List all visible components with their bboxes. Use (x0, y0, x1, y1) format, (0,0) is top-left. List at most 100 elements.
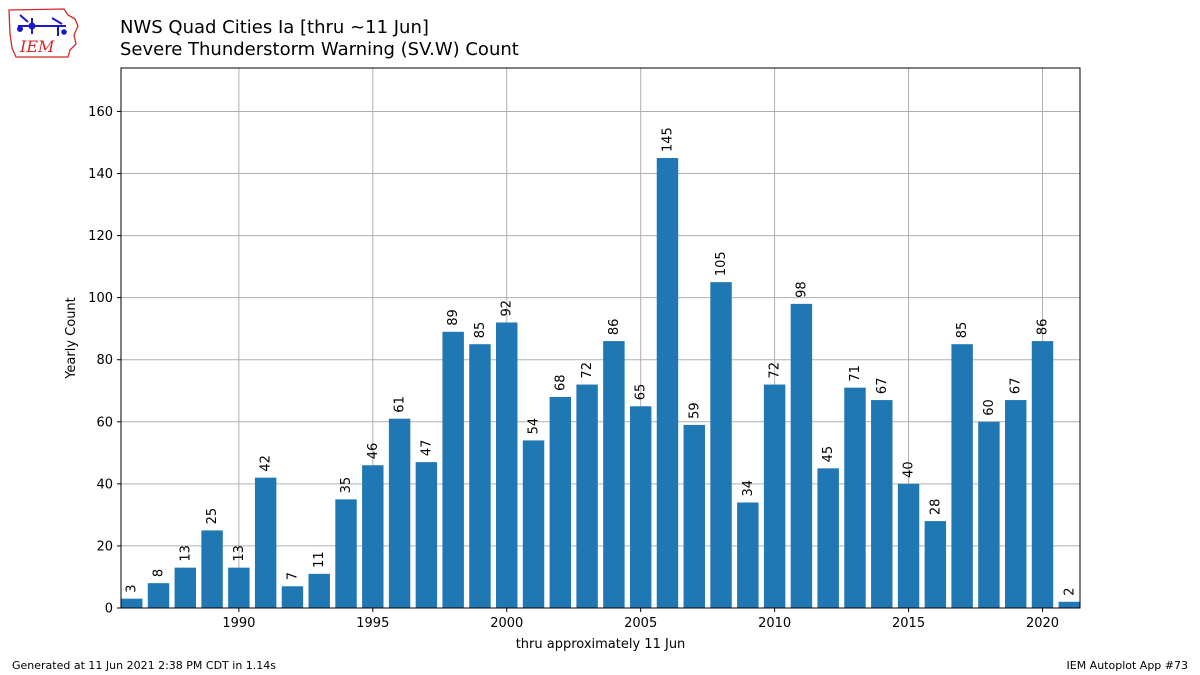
bar (1031, 341, 1054, 608)
bar (522, 440, 545, 608)
bar-value-label: 60 (982, 399, 997, 416)
bar (656, 158, 679, 608)
bar-value-label: 8 (152, 569, 167, 577)
bar-value-label: 92 (500, 300, 515, 317)
weather-station-icon (17, 14, 67, 36)
bar (147, 583, 170, 608)
bar-value-label: 47 (419, 440, 434, 457)
bar-value-label: 68 (553, 374, 568, 391)
y-tick-label: 140 (88, 167, 113, 182)
bar (228, 567, 250, 608)
bar-value-label: 85 (955, 322, 970, 339)
y-tick-label: 160 (88, 105, 113, 120)
bar (951, 344, 973, 608)
bar-value-label: 85 (473, 322, 488, 339)
bar (790, 303, 813, 608)
bar-value-label: 34 (741, 480, 756, 497)
y-axis-label: Yearly Count (64, 297, 79, 380)
bar-value-label: 7 (285, 572, 300, 580)
bar (629, 406, 652, 608)
bar (1058, 601, 1080, 608)
bar (683, 424, 705, 608)
y-tick-label: 0 (105, 602, 113, 617)
bar (978, 421, 1000, 608)
bar (415, 462, 438, 608)
bar (201, 530, 223, 608)
bar (1004, 400, 1027, 608)
bar-value-label: 2 (1062, 588, 1077, 596)
x-tick-label: 2015 (892, 616, 925, 631)
bar-value-label: 3 (125, 584, 140, 592)
bar-value-label: 28 (928, 499, 943, 516)
bar-value-label: 13 (178, 545, 193, 562)
bar (817, 468, 839, 608)
bar-value-label: 67 (1009, 378, 1024, 395)
bar-value-label: 46 (366, 443, 381, 460)
bar (576, 384, 598, 608)
bar-value-label: 65 (634, 384, 649, 401)
x-tick-label: 1995 (356, 616, 389, 631)
bar (281, 586, 304, 608)
bar-value-label: 98 (794, 281, 809, 298)
y-tick-label: 40 (96, 477, 113, 492)
bar-value-label: 35 (339, 477, 354, 494)
bar (844, 387, 866, 608)
bar (254, 477, 277, 608)
bar-value-label: 42 (259, 455, 274, 472)
bar (871, 400, 893, 608)
x-tick-label: 2005 (624, 616, 657, 631)
bar-value-label: 59 (687, 402, 702, 419)
app-id-label: IEM Autoplot App #73 (1066, 659, 1189, 672)
bar (549, 396, 572, 608)
bar (763, 384, 786, 608)
y-tick-label: 20 (96, 539, 113, 554)
axis-ticks: 0 20 40 60 80 100 120 140 160 1990 1995 2000 2005 201… (88, 105, 1059, 631)
x-tick-label: 1990 (222, 616, 255, 631)
bar-value-label: 105 (714, 251, 729, 276)
chart-subtitle: Severe Thunderstorm Warning (SV.W) Count (120, 39, 519, 60)
y-tick-label: 80 (96, 353, 113, 368)
bar (308, 573, 330, 608)
bar (496, 322, 518, 608)
bar (442, 331, 464, 608)
bar-value-label: 25 (205, 508, 220, 525)
y-tick-label: 120 (88, 229, 113, 244)
x-tick-label: 2010 (758, 616, 791, 631)
bar-value-label: 45 (821, 446, 836, 463)
bar-value-label: 86 (1035, 319, 1050, 336)
bar-value-label: 40 (902, 461, 917, 478)
x-axis-label: thru approximately 11 Jun (516, 637, 686, 652)
bar-value-label: 89 (446, 309, 461, 326)
bar-value-label: 72 (580, 362, 595, 379)
bar (603, 341, 625, 608)
plot-frame (120, 67, 1081, 609)
bar (335, 499, 357, 608)
bar-value-label: 11 (312, 551, 327, 568)
x-tick-label: 2000 (490, 616, 523, 631)
bar (737, 502, 759, 608)
generated-timestamp: Generated at 11 Jun 2021 2:38 PM CDT in … (12, 659, 277, 672)
bars (121, 158, 1080, 608)
bar (897, 483, 920, 608)
bar (174, 567, 197, 608)
iem-logo: IEM (8, 8, 79, 58)
bar-value-label: 13 (232, 545, 247, 562)
bar-value-label: 71 (848, 365, 863, 382)
bar (469, 344, 491, 608)
bar-value-label: 145 (660, 127, 675, 152)
bar-value-label: 67 (875, 378, 890, 395)
y-tick-label: 100 (88, 291, 113, 306)
bar-value-label: 54 (527, 418, 542, 435)
logo-text: IEM (19, 37, 55, 56)
bar (710, 282, 732, 608)
bar-value-label: 61 (393, 396, 408, 413)
bar (388, 418, 411, 608)
bar-value-label: 86 (607, 319, 622, 336)
y-tick-label: 60 (96, 415, 113, 430)
x-tick-label: 2020 (1026, 616, 1059, 631)
bar (121, 598, 143, 608)
bar (362, 465, 384, 608)
bar-value-labels: 3 8 13 25 13 42 7 11 35 46 61 47 89 85 92 54 68 72 86 65 145… (125, 127, 1078, 596)
bar-value-label: 72 (768, 362, 783, 379)
